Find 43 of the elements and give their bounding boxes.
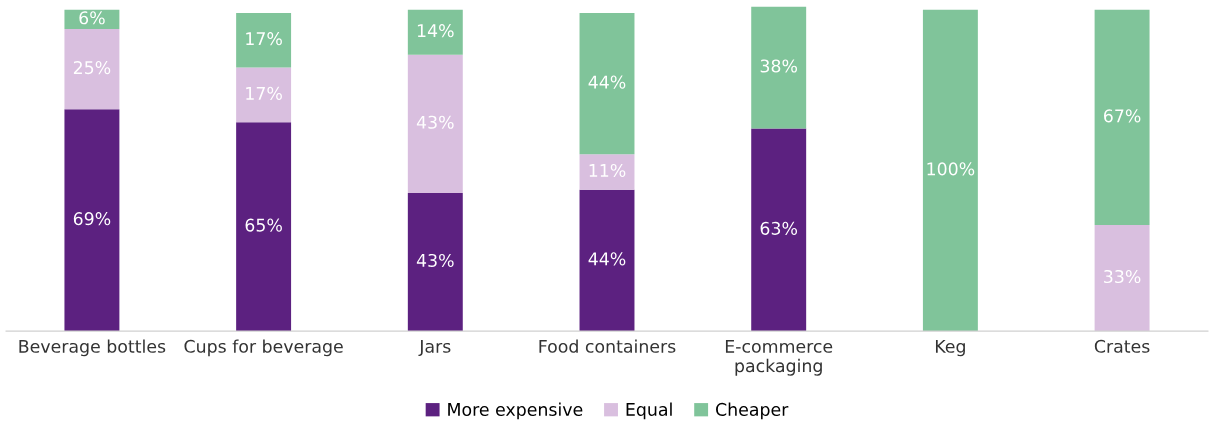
legend-label: More expensive <box>448 402 583 420</box>
data-label: 17% <box>246 32 282 46</box>
data-label: 67% <box>1104 109 1141 123</box>
bar <box>579 189 635 332</box>
data-label: 11% <box>589 163 626 178</box>
x-tick-label: Jars <box>418 339 451 357</box>
bar <box>579 12 635 155</box>
x-tick-label: Food containers <box>539 339 676 353</box>
bar <box>236 12 292 68</box>
bar <box>751 6 807 129</box>
data-label: 17% <box>246 86 282 100</box>
data-label: 38% <box>760 59 798 73</box>
x-tick-label: Keg <box>935 339 965 357</box>
bar <box>922 9 978 332</box>
bar <box>407 9 463 55</box>
data-label: 100% <box>927 162 975 176</box>
bar <box>1094 9 1150 226</box>
data-label: 14% <box>417 24 454 38</box>
data-label: 63% <box>760 221 798 235</box>
data-label: 43% <box>416 115 454 129</box>
x-tick-label: Beverage bottles <box>19 339 166 357</box>
bar <box>64 28 120 110</box>
bar <box>236 67 292 123</box>
bar <box>407 192 463 332</box>
bar <box>579 154 635 190</box>
bar <box>751 128 807 332</box>
x-tick-label: Crates <box>1094 339 1150 353</box>
data-label: 43% <box>416 253 454 268</box>
data-label: 33% <box>1104 269 1141 284</box>
bar <box>236 122 292 332</box>
legend-label: Equal <box>626 402 672 420</box>
data-label: 25% <box>73 61 111 75</box>
data-label: 69% <box>73 212 111 226</box>
bar <box>1094 225 1150 332</box>
data-label: 65% <box>245 218 282 232</box>
legend-label: Cheaper <box>716 402 789 420</box>
bar <box>64 109 120 332</box>
bar <box>407 54 463 193</box>
x-tick-label: E-commerce packaging <box>725 339 833 376</box>
data-label: 44% <box>588 252 626 266</box>
data-label: 6% <box>79 11 105 25</box>
x-tick-label: Cups for beverage <box>184 339 343 357</box>
data-label: 44% <box>588 75 626 89</box>
